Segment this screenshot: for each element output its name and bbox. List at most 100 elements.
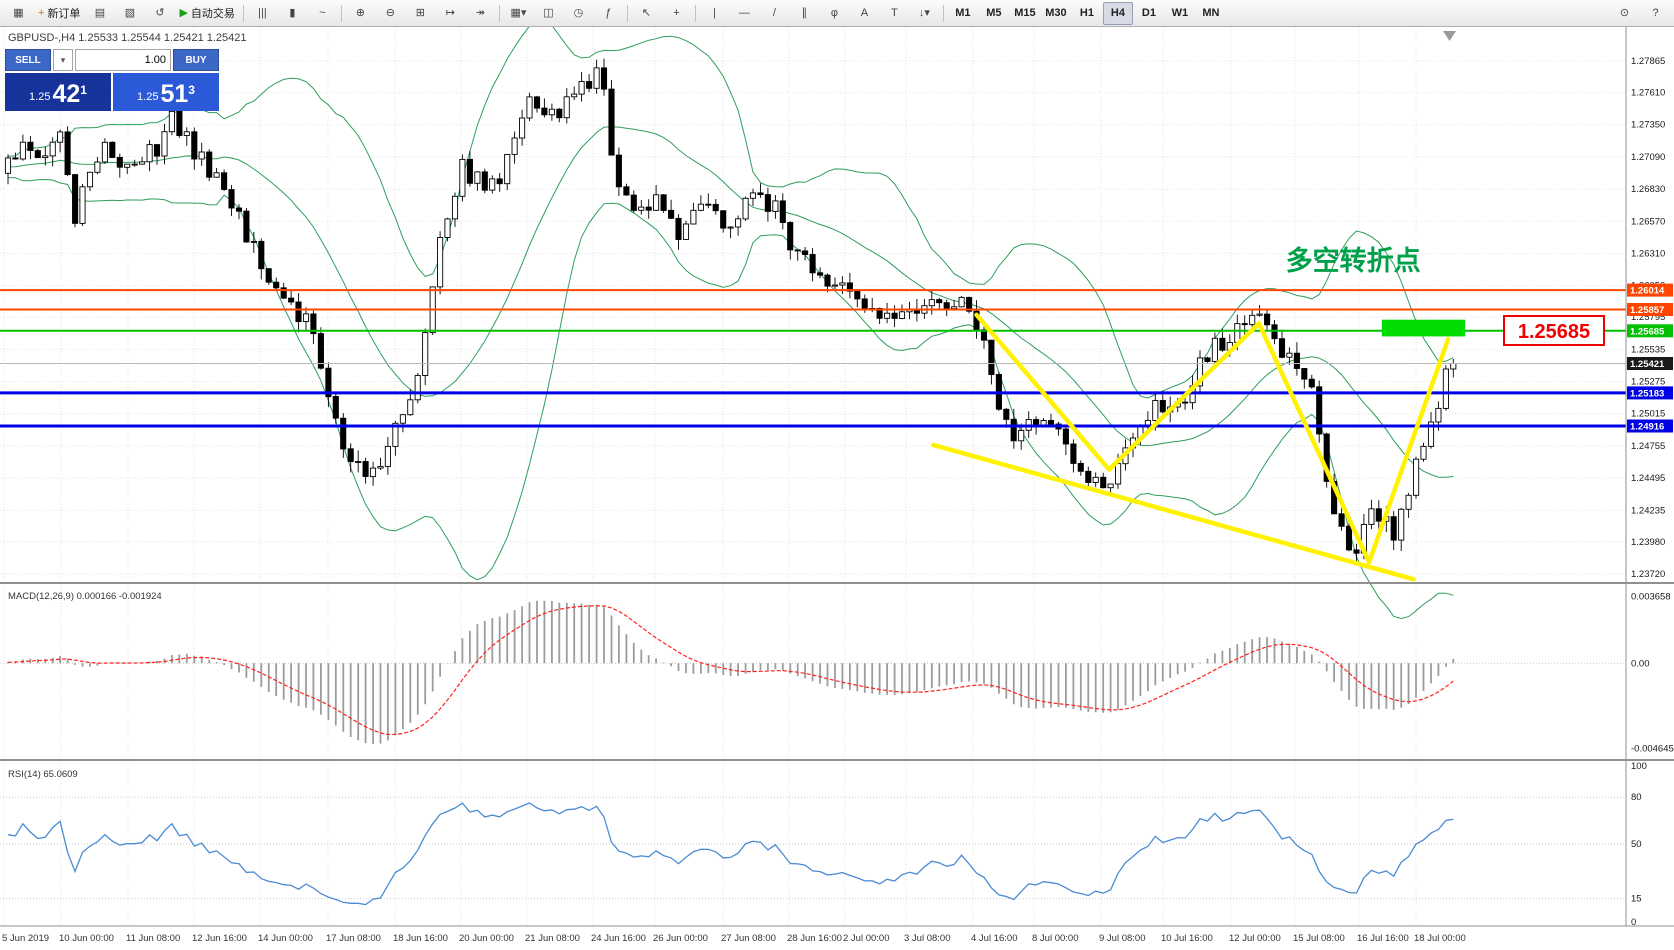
price-axis-background — [1626, 27, 1674, 926]
price-level-chip — [1627, 419, 1673, 433]
caret-down-icon: ▾ — [60, 54, 66, 65]
candle — [168, 110, 175, 133]
volume-input[interactable] — [75, 49, 171, 71]
trendline[interactable] — [1106, 321, 1262, 472]
chart-shift-icon[interactable]: ↦ — [436, 2, 465, 25]
price-tick-label: 1.24495 — [1631, 473, 1665, 484]
horizontal-line-icon-glyph: — — [738, 6, 750, 19]
buy-price-button[interactable]: 1.25 51 3 — [113, 73, 219, 111]
candle — [34, 150, 41, 159]
help-icon[interactable]: ? — [1641, 2, 1670, 25]
zoom-in-icon[interactable]: ⊕ — [346, 2, 375, 25]
sell-price-pip: 1 — [80, 83, 87, 97]
fibonacci-icon[interactable]: φ — [820, 2, 849, 25]
tf-m15[interactable]: M15 — [1010, 2, 1040, 25]
line-chart-type-icon-glyph: ~ — [319, 6, 326, 19]
candle — [4, 157, 12, 174]
indicators-icon[interactable]: ƒ — [594, 2, 623, 25]
trendline-icon[interactable]: / — [760, 2, 789, 25]
chart-grid — [0, 27, 1626, 926]
rsi-panel[interactable] — [0, 796, 1626, 906]
tf-d1[interactable]: D1 — [1134, 2, 1164, 25]
tf-m30-label: M30 — [1045, 7, 1067, 19]
macd-panel[interactable] — [0, 600, 1626, 744]
candle — [1152, 400, 1159, 421]
buy-button-small[interactable]: BUY — [173, 49, 219, 71]
candle — [1107, 483, 1114, 489]
search-icon[interactable]: ⊙ — [1610, 2, 1639, 25]
candle — [198, 151, 205, 160]
profiles-icon[interactable]: ◫ — [534, 2, 563, 25]
text-tool-icon[interactable]: A — [850, 2, 879, 25]
new-order-button[interactable]: + 新订单 — [34, 2, 84, 25]
candle — [951, 306, 958, 310]
trendline-objects[interactable] — [931, 312, 1466, 582]
trendline[interactable] — [974, 312, 1112, 472]
bollinger-middle — [7, 126, 1454, 478]
trendline[interactable] — [1366, 337, 1451, 565]
candle — [548, 108, 555, 116]
tf-w1[interactable]: W1 — [1165, 2, 1195, 25]
price-tick-label: 1.27350 — [1631, 120, 1665, 131]
candle — [764, 194, 771, 212]
arrow-tools-icon-glyph: ↓▾ — [918, 6, 930, 19]
toolbar-separator — [626, 4, 628, 22]
cursor-icon[interactable]: ↖ — [632, 2, 661, 25]
toolbar-right-group: ⊙? — [1610, 2, 1670, 25]
tf-m30[interactable]: M30 — [1041, 2, 1071, 25]
horizontal-line-icon[interactable]: — — [730, 2, 759, 25]
sell-price-big: 42 — [52, 80, 81, 108]
tf-m1[interactable]: M1 — [948, 2, 978, 25]
candle — [653, 194, 660, 211]
volume-dropdown[interactable]: ▾ — [53, 49, 73, 71]
candle — [988, 339, 995, 375]
horizontal-levels[interactable] — [0, 289, 1626, 428]
chart-axes[interactable]: 1.27865 1.27610 1.27350 1.27090 1.26830 1.265… — [0, 27, 1674, 944]
vertical-line-icon[interactable]: | — [700, 2, 729, 25]
trendline[interactable] — [1256, 321, 1372, 565]
tf-h4[interactable]: H4 — [1102, 1, 1133, 25]
tf-m5[interactable]: M5 — [979, 2, 1009, 25]
clock-icon[interactable]: ◷ — [564, 2, 593, 25]
refresh-icon[interactable]: ↺ — [145, 2, 174, 25]
new-chart-dropdown[interactable]: ▦▾ — [504, 2, 533, 25]
candle — [839, 282, 846, 286]
chart-window-icon[interactable]: ▤ — [85, 2, 114, 25]
annotation-text[interactable]: 多空转折点 — [1286, 245, 1421, 276]
candle — [273, 281, 280, 289]
candle — [541, 107, 548, 116]
market-watch-icon[interactable]: ▧ — [115, 2, 144, 25]
candle — [1420, 445, 1427, 460]
auto-scroll-icon[interactable]: ↠ — [466, 2, 495, 25]
candle — [325, 367, 332, 398]
candlestick-series[interactable] — [4, 58, 1457, 563]
tf-mn[interactable]: MN — [1196, 2, 1226, 25]
autotrading-button[interactable]: ▶ 自动交易 — [175, 2, 238, 25]
highlight-rectangle[interactable] — [1381, 319, 1466, 337]
arrow-tools-icon[interactable]: ↓▾ — [910, 2, 939, 25]
candle — [787, 222, 794, 251]
charts-grid-icon[interactable]: ▦ — [4, 2, 33, 25]
price-tick-label: 1.26310 — [1631, 248, 1665, 259]
time-axis-label: 10 Jul 16:00 — [1161, 933, 1213, 944]
label-tool-icon[interactable]: T — [880, 2, 909, 25]
grid-icon[interactable]: ⊞ — [406, 2, 435, 25]
line-chart-type-icon[interactable]: ~ — [308, 2, 337, 25]
sell-button-small[interactable]: SELL — [5, 49, 51, 71]
bar-chart-type-icon[interactable]: ||| — [248, 2, 277, 25]
time-axis-label: 26 Jun 00:00 — [653, 933, 708, 944]
tf-h1[interactable]: H1 — [1072, 2, 1102, 25]
sell-price-button[interactable]: 1.25 42 1 — [5, 73, 111, 111]
channel-icon[interactable]: ∥ — [790, 2, 819, 25]
chart-shift-marker[interactable] — [1443, 31, 1456, 41]
candle — [235, 207, 243, 212]
trendline[interactable] — [931, 442, 1417, 582]
price-callout[interactable]: 1.25685 — [1503, 315, 1605, 346]
zoom-out-icon[interactable]: ⊖ — [376, 2, 405, 25]
candlestick-type-icon[interactable]: ▮ — [278, 2, 307, 25]
new-order-button-label: 新订单 — [47, 8, 81, 20]
candle — [64, 131, 71, 176]
crosshair-icon[interactable]: + — [662, 2, 691, 25]
